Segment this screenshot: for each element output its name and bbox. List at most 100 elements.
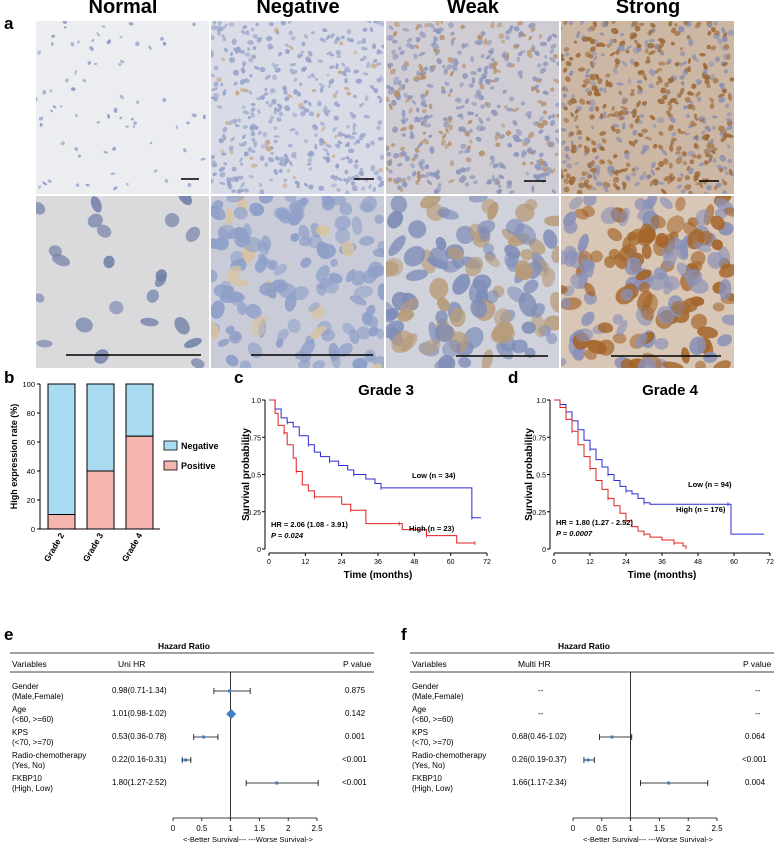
bar-positive (86, 470, 115, 530)
forest-row-p: 0.064 (745, 732, 766, 741)
bar-positive (47, 514, 76, 530)
micrograph-weak-low-mag (386, 21, 559, 194)
forest-col-p: P value (743, 659, 771, 669)
forest-row-p: <0.001 (742, 755, 767, 764)
km-xlabel: Time (months) (628, 570, 697, 580)
forest-row-p: 0.142 (345, 709, 366, 718)
km-xtick-label: 24 (338, 559, 346, 566)
km-p-text: P = 0.024 (271, 531, 304, 540)
forest-xtick-label: 2.5 (311, 824, 323, 833)
forest-xtick-label: 0.5 (596, 824, 608, 833)
forest-point (667, 781, 671, 785)
forest-title: Hazard Ratio (558, 641, 610, 651)
km-xtick-label: 36 (374, 559, 382, 566)
km-curve-low (554, 399, 764, 535)
micrograph-negative-high-mag (211, 196, 384, 368)
panel-f-letter: f (401, 625, 407, 644)
km-ytick-label: 1.0 (251, 398, 261, 405)
forest-row-variable: FKBP10 (12, 774, 42, 783)
km-title: Grade 4 (642, 382, 699, 399)
panel-f-forest: Hazard Ratio Variables Multi HR P value 0 0.5… (410, 641, 774, 844)
forest-point (226, 709, 237, 719)
forest-row-subgroup: (Yes, No) (412, 761, 445, 770)
km-xtick-label: 36 (658, 559, 666, 566)
forest-row-subgroup: (<60, >=60) (412, 715, 454, 724)
forest-row-subgroup: (<60, >=60) (12, 715, 54, 724)
forest-row-subgroup: (High, Low) (12, 784, 53, 793)
forest-row-variable: Gender (412, 682, 439, 691)
b-ytick-label: 40 (27, 467, 35, 476)
km-xtick-label: 60 (730, 559, 738, 566)
bar-negative (125, 383, 154, 437)
km-title: Grade 3 (358, 382, 414, 399)
forest-xtick-label: 1 (228, 824, 233, 833)
micrograph-negative-low-mag (211, 21, 384, 194)
km-xtick-label: 12 (586, 559, 594, 566)
b-ytick-label: 100 (22, 380, 35, 389)
forest-col-hr: Uni HR (118, 659, 145, 669)
b-legend-label-positive: Positive (181, 461, 216, 471)
forest-row-variable: Radio-chemotherapy (412, 751, 486, 760)
km-xtick-label: 48 (410, 559, 418, 566)
micrograph-normal-low-mag (36, 21, 209, 194)
km-xtick-label: 0 (552, 559, 556, 566)
forest-xtick-label: 2 (286, 824, 291, 833)
forest-row-variable: FKBP10 (412, 774, 442, 783)
micrograph-weak-high-mag (386, 196, 559, 368)
forest-xtick-label: 2.5 (711, 824, 723, 833)
forest-axis-caption: <-Better Survival--- ---Worse Survival-> (183, 835, 314, 844)
forest-title: Hazard Ratio (158, 641, 210, 651)
forest-row-hr: 0.68(0.46-1.02) (512, 732, 567, 741)
forest-row-p: -- (755, 686, 761, 695)
forest-row-variable: KPS (12, 728, 28, 737)
forest-point (184, 758, 188, 762)
panel-c-chart: Grade 3 0 0.25 0.5 0.75 1.0 0 12 24 36 48 60 72 Time … (241, 382, 491, 580)
forest-axis-caption: <-Better Survival--- ---Worse Survival-> (583, 835, 714, 844)
b-category-label: Grade 3 (81, 531, 106, 564)
forest-row-variable: Age (12, 705, 27, 714)
b-ytick-label: 20 (27, 496, 35, 505)
km-ytick-label: 0.25 (532, 510, 546, 517)
km-ytick-label: 1.0 (536, 398, 546, 405)
forest-row-hr: 0.53(0.36-0.78) (112, 732, 167, 741)
column-heading-strong: Strong (615, 0, 681, 18)
b-ytick-label: 80 (27, 409, 35, 418)
forest-row-subgroup: (High, Low) (412, 784, 453, 793)
forest-row-hr: 0.26(0.19-0.37) (512, 755, 567, 764)
bar-negative (86, 383, 115, 472)
km-high-label: High (n = 176) (676, 505, 726, 514)
forest-xtick-label: 1.5 (254, 824, 266, 833)
b-category-label: Grade 2 (42, 531, 67, 564)
forest-row-variable: Gender (12, 682, 39, 691)
forest-row-variable: Age (412, 705, 427, 714)
km-ytick-label: 0.5 (251, 473, 261, 480)
km-ytick-label: 0.25 (247, 510, 261, 517)
b-legend-swatch-positive (163, 460, 178, 471)
km-xtick-label: 60 (447, 559, 455, 566)
forest-col-variables: Variables (412, 659, 447, 669)
panel-b-chart: 0 20 40 60 80 100 High expression rate (%) Grad… (9, 380, 219, 564)
panel-b-letter: b (4, 368, 15, 387)
forest-row-p: 0.875 (345, 686, 366, 695)
panel-a-letter: a (4, 14, 14, 33)
km-xtick-label: 72 (766, 559, 774, 566)
panel-d-letter: d (508, 368, 519, 387)
forest-col-hr: Multi HR (518, 659, 551, 669)
forest-point (202, 735, 206, 739)
forest-col-p: P value (343, 659, 371, 669)
forest-point (586, 758, 590, 762)
forest-xtick-label: 0 (571, 824, 576, 833)
forest-row-hr: 1.66(1.17-2.34) (512, 778, 567, 787)
km-high-label: High (n = 23) (409, 524, 455, 533)
forest-point (275, 781, 279, 785)
bar-negative (47, 383, 76, 515)
km-ytick-label: 0.75 (532, 435, 546, 442)
forest-row-p: 0.004 (745, 778, 766, 787)
micrograph-strong-low-mag (561, 21, 734, 194)
panel-c-letter: c (234, 368, 244, 387)
b-legend-label-negative: Negative (181, 441, 219, 451)
forest-row-subgroup: (Male,Female) (412, 692, 464, 701)
km-ytick-label: 0.5 (536, 473, 546, 480)
b-ytick-label: 60 (27, 438, 35, 447)
column-heading-weak: Weak (447, 0, 499, 18)
